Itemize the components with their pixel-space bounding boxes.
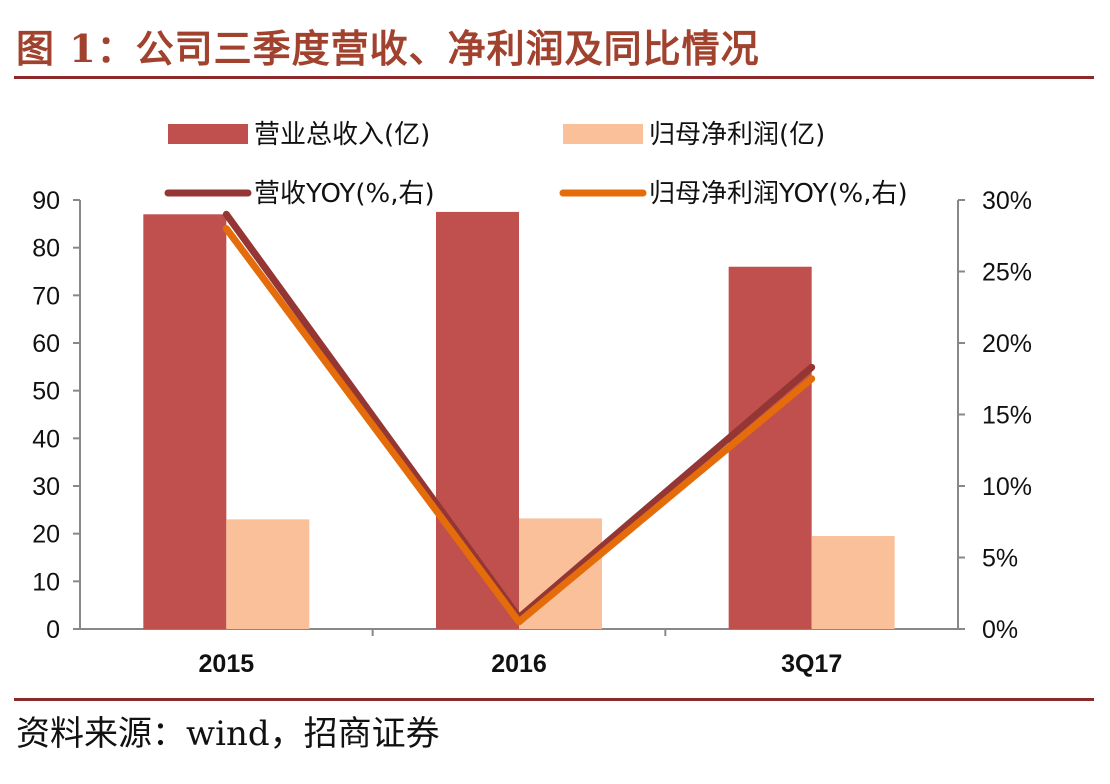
bar-profit xyxy=(226,519,310,629)
left-tick-label: 20 xyxy=(32,521,60,549)
combo-chart: 0 10 20 30 40 50 60 70 80 90 0% 5% 10% 15% 20% 25% 30% 20… xyxy=(32,120,1032,678)
bar-revenue xyxy=(143,214,227,630)
right-tick-label: 0% xyxy=(982,616,1018,644)
source-note: 资料来源：wind，招商证券 xyxy=(16,714,440,754)
legend-label: 归母净利润YOY(%,右) xyxy=(649,179,908,209)
bar-profit xyxy=(811,536,895,629)
category-label: 2016 xyxy=(491,650,547,678)
left-tick-label: 90 xyxy=(32,187,60,215)
title-rule xyxy=(14,76,1094,79)
left-tick-label: 30 xyxy=(32,473,60,501)
right-tick-label: 20% xyxy=(982,330,1032,358)
left-tick-label: 10 xyxy=(32,568,60,596)
legend-label: 营收YOY(%,右) xyxy=(254,179,435,209)
legend-swatch xyxy=(168,124,248,144)
left-tick-label: 50 xyxy=(32,378,60,406)
left-tick-label: 40 xyxy=(32,425,60,453)
figure-title: 图 1：公司三季度营收、净利润及同比情况 xyxy=(16,26,760,71)
right-tick-label: 25% xyxy=(982,259,1032,287)
left-tick-label: 0 xyxy=(46,616,60,644)
category-label: 3Q17 xyxy=(781,650,842,678)
legend-label: 营业总收入(亿) xyxy=(254,120,430,150)
left-tick-label: 60 xyxy=(32,330,60,358)
right-tick-label: 15% xyxy=(982,402,1032,430)
category-label: 2015 xyxy=(199,650,255,678)
bar-revenue xyxy=(728,266,812,629)
left-tick-label: 80 xyxy=(32,235,60,263)
profit-yoy-line xyxy=(222,225,816,626)
legend-label: 归母净利润(亿) xyxy=(649,120,825,150)
legend-swatch xyxy=(563,124,643,144)
right-tick-label: 5% xyxy=(982,545,1018,573)
right-tick-label: 10% xyxy=(982,473,1032,501)
source-rule xyxy=(14,698,1094,701)
right-tick-label: 30% xyxy=(982,187,1032,215)
left-tick-label: 70 xyxy=(32,282,60,310)
